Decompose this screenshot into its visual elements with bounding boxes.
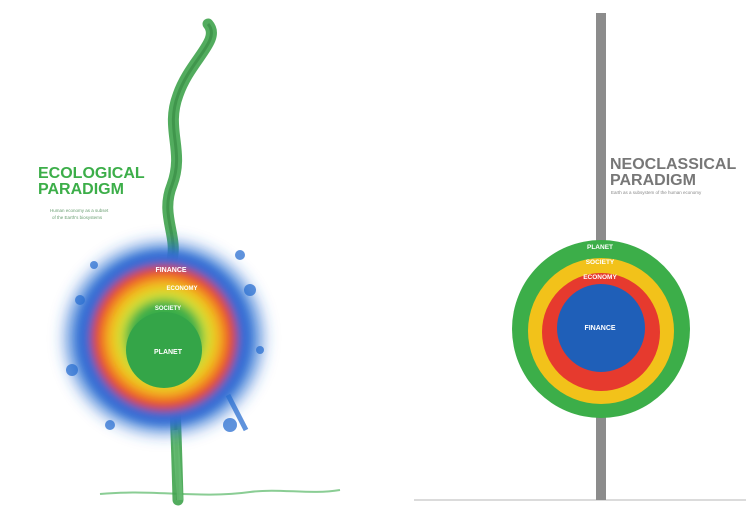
neo-title-line2: PARADIGM bbox=[610, 172, 696, 189]
ecological-illustration: FINANCE ECONOMY SOCIETY PLANET ECOLOGICA… bbox=[38, 18, 341, 506]
eco-title-line2: PARADIGM bbox=[38, 181, 124, 198]
eco-subtitle-line1: Human economy as a subset bbox=[50, 208, 109, 213]
ring-finance bbox=[557, 284, 645, 372]
neo-label-planet: PLANET bbox=[587, 244, 613, 251]
eco-label-economy: ECONOMY bbox=[166, 286, 197, 292]
neo-label-society: SOCIETY bbox=[586, 259, 615, 266]
eco-label-planet: PLANET bbox=[154, 349, 183, 356]
eco-title-line1: ECOLOGICAL bbox=[38, 165, 145, 182]
neoclassical-paradigm-panel: PLANET SOCIETY ECONOMY FINANCE NEOCLASSI… bbox=[374, 0, 748, 513]
eco-label-finance: FINANCE bbox=[155, 267, 186, 274]
neo-title-line1: NEOCLASSICAL bbox=[610, 156, 736, 173]
neoclassical-illustration: PLANET SOCIETY ECONOMY FINANCE NEOCLASSI… bbox=[414, 13, 746, 501]
neo-label-finance: FINANCE bbox=[584, 325, 615, 332]
ground-line bbox=[99, 489, 341, 496]
neo-label-economy: ECONOMY bbox=[583, 274, 617, 281]
eco-label-society: SOCIETY bbox=[155, 306, 181, 312]
ecological-paradigm-panel: FINANCE ECONOMY SOCIETY PLANET ECOLOGICA… bbox=[38, 18, 341, 506]
planet-core bbox=[126, 312, 202, 388]
neo-subtitle: Earth as a subsystem of the human econom… bbox=[611, 190, 702, 195]
neoclassical-rings bbox=[512, 240, 690, 418]
eco-subtitle-line2: of the Earth's biosystems bbox=[52, 215, 103, 220]
splatter-specks bbox=[66, 250, 264, 432]
